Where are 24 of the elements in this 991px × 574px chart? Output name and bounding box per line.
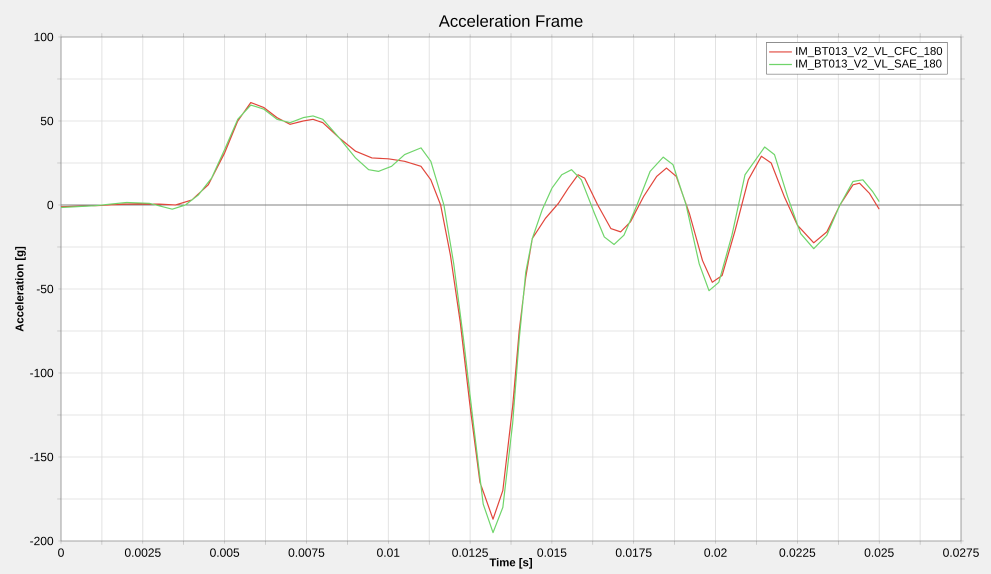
x-tick-label: 0.025 — [864, 548, 894, 557]
y-tick-label: -150 — [30, 452, 54, 462]
legend-label: IM_BT013_V2_VL_SAE_180 — [796, 60, 942, 70]
x-axis-title: Time [s] — [490, 558, 532, 569]
chart-title: Acceleration Frame — [438, 14, 582, 27]
x-tick-label: 0.0125 — [452, 548, 488, 557]
y-tick-label: 0 — [47, 200, 54, 210]
x-tick-label: 0.0175 — [616, 548, 652, 557]
x-tick-label: 0.01 — [377, 548, 400, 557]
x-tick-label: 0.0275 — [943, 548, 979, 557]
x-tick-label: 0 — [58, 548, 64, 557]
y-tick-label: -50 — [36, 284, 54, 294]
y-tick-label: -100 — [30, 368, 54, 378]
x-tick-label: 0.0075 — [288, 548, 324, 557]
legend-label: IM_BT013_V2_VL_CFC_180 — [796, 46, 942, 58]
y-tick-label: 50 — [40, 116, 54, 126]
x-tick-label: 0.0225 — [779, 548, 816, 557]
y-axis-title: Acceleration [g] — [15, 246, 26, 332]
x-tick-label: 0.015 — [537, 548, 566, 557]
x-tick-label: 0.005 — [210, 548, 240, 557]
x-tick-label: 0.0025 — [124, 548, 161, 557]
x-tick-label: 0.02 — [704, 548, 727, 557]
y-tick-label: -200 — [30, 536, 54, 546]
y-tick-label: 100 — [34, 32, 54, 42]
